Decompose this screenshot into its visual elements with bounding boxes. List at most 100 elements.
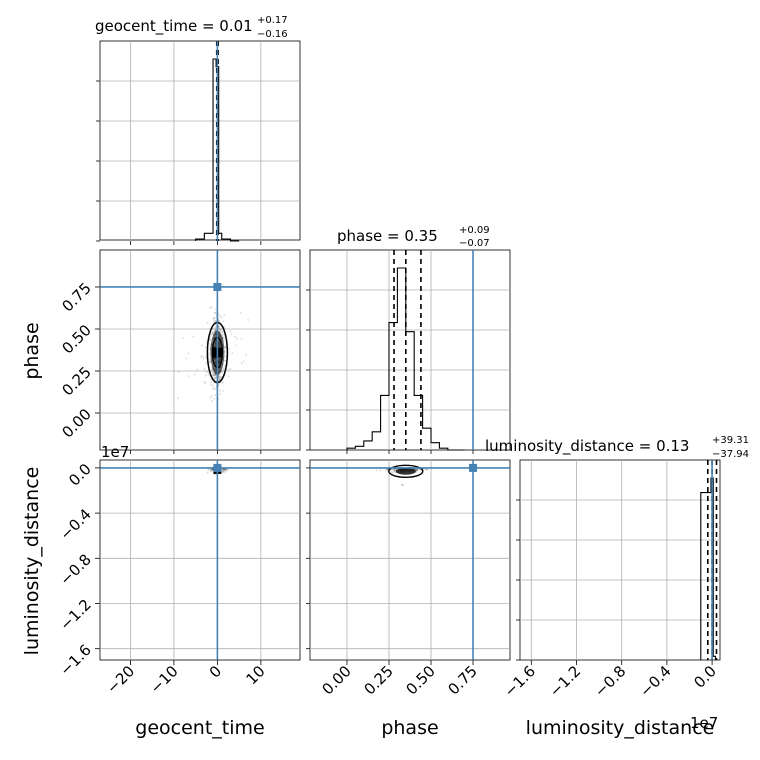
sample-point [210,306,213,308]
y-tick-label-phase: 0.25 [58,363,94,399]
sample-point [206,321,209,324]
sample-point [221,470,224,472]
sample-point [393,468,396,471]
offset-label-y-lumdist: 1e7 [101,443,129,461]
sample-point [212,373,215,376]
sample-point [176,397,179,400]
y-tick-label-luminosity-distance: −0.8 [56,550,94,588]
title-geocent-time: geocent_time = 0.01 +0.17 −0.16 [95,15,288,40]
sample-point [209,470,212,473]
sample-point [211,370,214,373]
hist-geocent-time [195,58,240,242]
sample-point [219,328,222,331]
sample-point [213,317,215,320]
sample-point [228,368,230,371]
sample-point [223,468,226,471]
sample-point [224,346,227,349]
sample-point [219,328,222,331]
sample-point [218,377,221,379]
sample-point [223,469,226,472]
title-geocent-time-median: 0.01 [219,17,252,35]
sample-point [221,316,224,319]
sample-point [416,468,419,471]
sample-point [214,326,217,329]
sample-point [214,373,217,376]
sample-point [218,319,221,322]
sample-point [206,471,209,474]
title-lumdist-plus: +39.31 [712,435,749,446]
sample-point [212,320,215,323]
sample-point [245,353,247,356]
sample-point [416,469,418,472]
sample-point [221,370,224,373]
sample-point [211,332,214,335]
sample-point [222,470,225,473]
hist-phase [346,267,465,451]
sample-point [210,378,213,381]
sample-point [218,375,221,378]
sample-point [384,468,387,471]
sample-point [228,347,231,350]
sample-point [222,468,225,471]
sample-point [222,320,225,323]
sample-point [210,383,212,386]
sample-point [211,468,214,471]
ylabel-phase: phase [21,322,43,379]
sample-point [207,374,210,377]
title-phase-name: phase [337,227,382,245]
y-tick-label-phase: 0.50 [58,321,94,357]
x-tick-label-luminosity-distance: −1.6 [501,662,539,700]
sample-point [212,374,215,377]
panel-lumdist-hist [519,459,721,661]
sample-point [247,319,250,321]
sample-point [213,319,216,322]
sample-point [233,335,236,338]
svg-text:geocent_time = 0.01: geocent_time = 0.01 [95,17,253,36]
sample-point [416,468,419,471]
sample-point [224,471,227,474]
sample-point [221,330,224,333]
x-tick-label-phase: 0.50 [402,662,438,698]
panel-lumdist-vs-phase [309,459,511,661]
sample-point [223,468,226,471]
x-tick-label-geocent-time: −10 [147,662,182,697]
x-tick-label-luminosity-distance: −0.4 [636,662,674,700]
sample-point [379,469,382,472]
title-phase-minus: −0.07 [459,238,490,249]
panel-phase-vs-geocent-time [99,249,301,451]
sample-point [223,345,226,348]
sample-point [211,331,214,334]
x-tick-label-phase: 0.25 [360,662,396,698]
panel-lumdist-vs-geocent-time [99,459,301,661]
sample-point [223,359,226,362]
sample-point [214,308,217,311]
sample-point [235,344,238,347]
sample-point [401,483,404,486]
sample-point [208,361,211,364]
sample-point [416,469,418,472]
sample-point [235,337,238,340]
sample-point [415,468,418,471]
sample-point [214,376,217,379]
title-lumdist-minus: −37.94 [712,449,749,460]
panel-phase-hist [309,249,511,451]
sample-point [394,471,397,474]
sample-point [209,360,212,363]
sample-point [224,468,227,471]
x-tick-label-phase: 0.00 [318,662,354,698]
sample-point [386,468,389,471]
x-tick-label-luminosity-distance: −0.8 [591,662,629,700]
sample-point [212,374,214,377]
sample-point [200,356,203,359]
sample-point [391,471,394,474]
sample-point [209,469,212,472]
sample-point [222,469,225,472]
sample-point [182,337,185,339]
truth-marker [213,282,222,291]
sample-point [219,389,221,392]
sample-point [207,468,210,471]
sample-point [210,333,213,336]
sample-point [218,325,221,328]
sample-point [219,393,222,395]
